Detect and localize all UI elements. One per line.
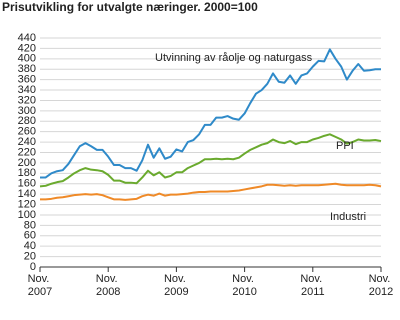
y-tick-label: 300 — [18, 105, 36, 117]
y-tick-label: 360 — [18, 74, 36, 86]
series-label: PPI — [336, 140, 354, 152]
y-tick-label: 280 — [18, 115, 36, 127]
x-tick-label: Nov. 2012 — [369, 273, 394, 298]
y-tick-label: 0 — [30, 261, 36, 273]
series-label: Utvinning av råolje og naturgass — [155, 52, 313, 64]
y-tick-label: 140 — [18, 188, 36, 200]
x-tick-label: Nov. 2009 — [164, 273, 189, 298]
series-line — [40, 182, 382, 201]
x-tick-label: Nov. 2007 — [28, 273, 53, 298]
y-tick-label: 400 — [18, 53, 36, 65]
series-line — [39, 133, 382, 188]
chart-title: Prisutvikling for utvalgte næringer. 200… — [2, 0, 258, 14]
x-tick-label: Nov. 2011 — [300, 273, 325, 298]
y-tick-label: 240 — [18, 136, 36, 148]
y-tick-label: 260 — [18, 126, 36, 138]
y-tick-label: 380 — [18, 63, 36, 75]
y-tick-label: 60 — [24, 230, 36, 242]
x-tick-label: Nov. 2010 — [232, 273, 257, 298]
series-line — [40, 48, 381, 179]
y-tick-label: 180 — [18, 167, 36, 179]
y-tick-label: 200 — [18, 157, 36, 169]
series-label: Industri — [330, 211, 366, 223]
y-tick-label: 220 — [18, 146, 36, 158]
y-tick-label: 320 — [18, 94, 36, 106]
y-tick-label: 420 — [18, 42, 36, 54]
y-tick-label: 340 — [18, 84, 36, 96]
y-tick-label: 120 — [18, 198, 36, 210]
y-tick-label: 160 — [18, 178, 36, 190]
y-tick-label: 20 — [24, 250, 36, 262]
y-tick-label: 40 — [24, 240, 36, 252]
y-tick-label: 80 — [24, 219, 36, 231]
y-tick-label: 100 — [18, 209, 36, 221]
y-tick-label: 440 — [18, 32, 36, 44]
x-tick-label: Nov. 2008 — [96, 273, 121, 298]
